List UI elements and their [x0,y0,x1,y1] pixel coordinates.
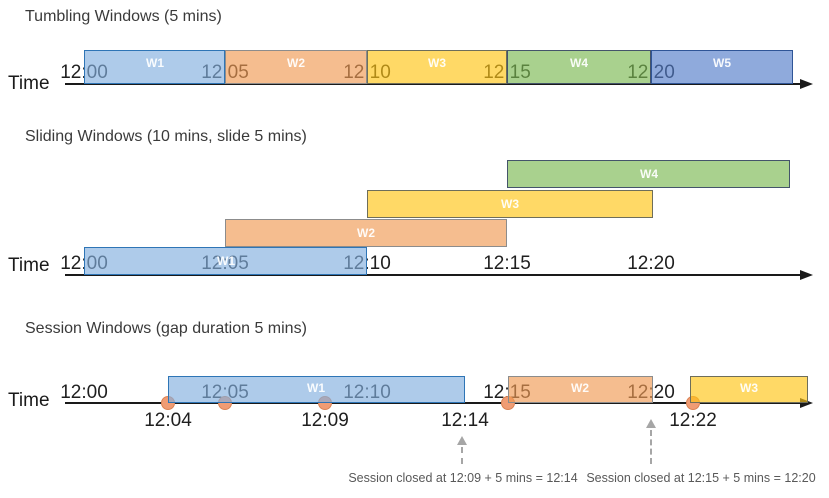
time-axis [65,83,803,85]
session-close-annotation: Session closed at 12:15 + 5 mins = 12:20 [586,471,816,485]
window-bar-w3 [367,50,507,84]
session-close-arrow-line [650,430,652,464]
axis-arrow-icon [800,398,813,408]
window-bar-w1 [168,376,465,403]
window-label: W3 [740,381,758,395]
event-time-label: 12:04 [144,410,192,431]
window-bar-w4 [507,160,790,188]
window-label: W3 [428,56,446,70]
event-time-label: 12:09 [301,410,349,431]
window-bar-w2 [225,50,367,84]
session-close-arrow-icon [457,436,467,445]
event-time-label: 12:22 [669,410,717,431]
window-label: W1 [217,254,235,268]
time-axis [65,402,803,404]
axis-arrow-icon [800,79,813,89]
tick-label: 12:15 [483,253,531,274]
time-axis-label: Time [8,390,50,411]
time-axis-label: Time [8,255,50,276]
time-axis-label: Time [8,73,50,94]
section-title: Tumbling Windows (5 mins) [25,8,222,25]
window-bar-w1 [84,50,225,84]
session-close-annotation: Session closed at 12:09 + 5 mins = 12:14 [348,471,578,485]
session-close-arrow-line [461,447,463,464]
tick-label: 12:00 [60,382,108,403]
window-bar-w2 [225,219,507,247]
tick-label: 12:20 [627,253,675,274]
window-label: W3 [501,197,519,211]
window-label: W2 [287,56,305,70]
window-bar-w2 [508,376,653,403]
section-title: Sliding Windows (10 mins, slide 5 mins) [25,128,307,145]
window-label: W2 [571,381,589,395]
section-title: Session Windows (gap duration 5 mins) [25,320,307,337]
time-axis [65,274,803,276]
window-bar-w4 [507,50,651,84]
session-close-arrow-icon [646,419,656,428]
window-bar-w3 [690,376,808,403]
axis-arrow-icon [800,270,813,280]
window-bar-w1 [84,247,367,275]
window-label: W5 [713,56,731,70]
window-label: W4 [640,167,658,181]
event-time-label: 12:14 [441,410,489,431]
window-label: W4 [570,56,588,70]
window-label: W1 [146,56,164,70]
window-label: W2 [357,226,375,240]
window-label: W1 [307,381,325,395]
window-bar-w3 [367,190,653,218]
window-bar-w5 [651,50,793,84]
